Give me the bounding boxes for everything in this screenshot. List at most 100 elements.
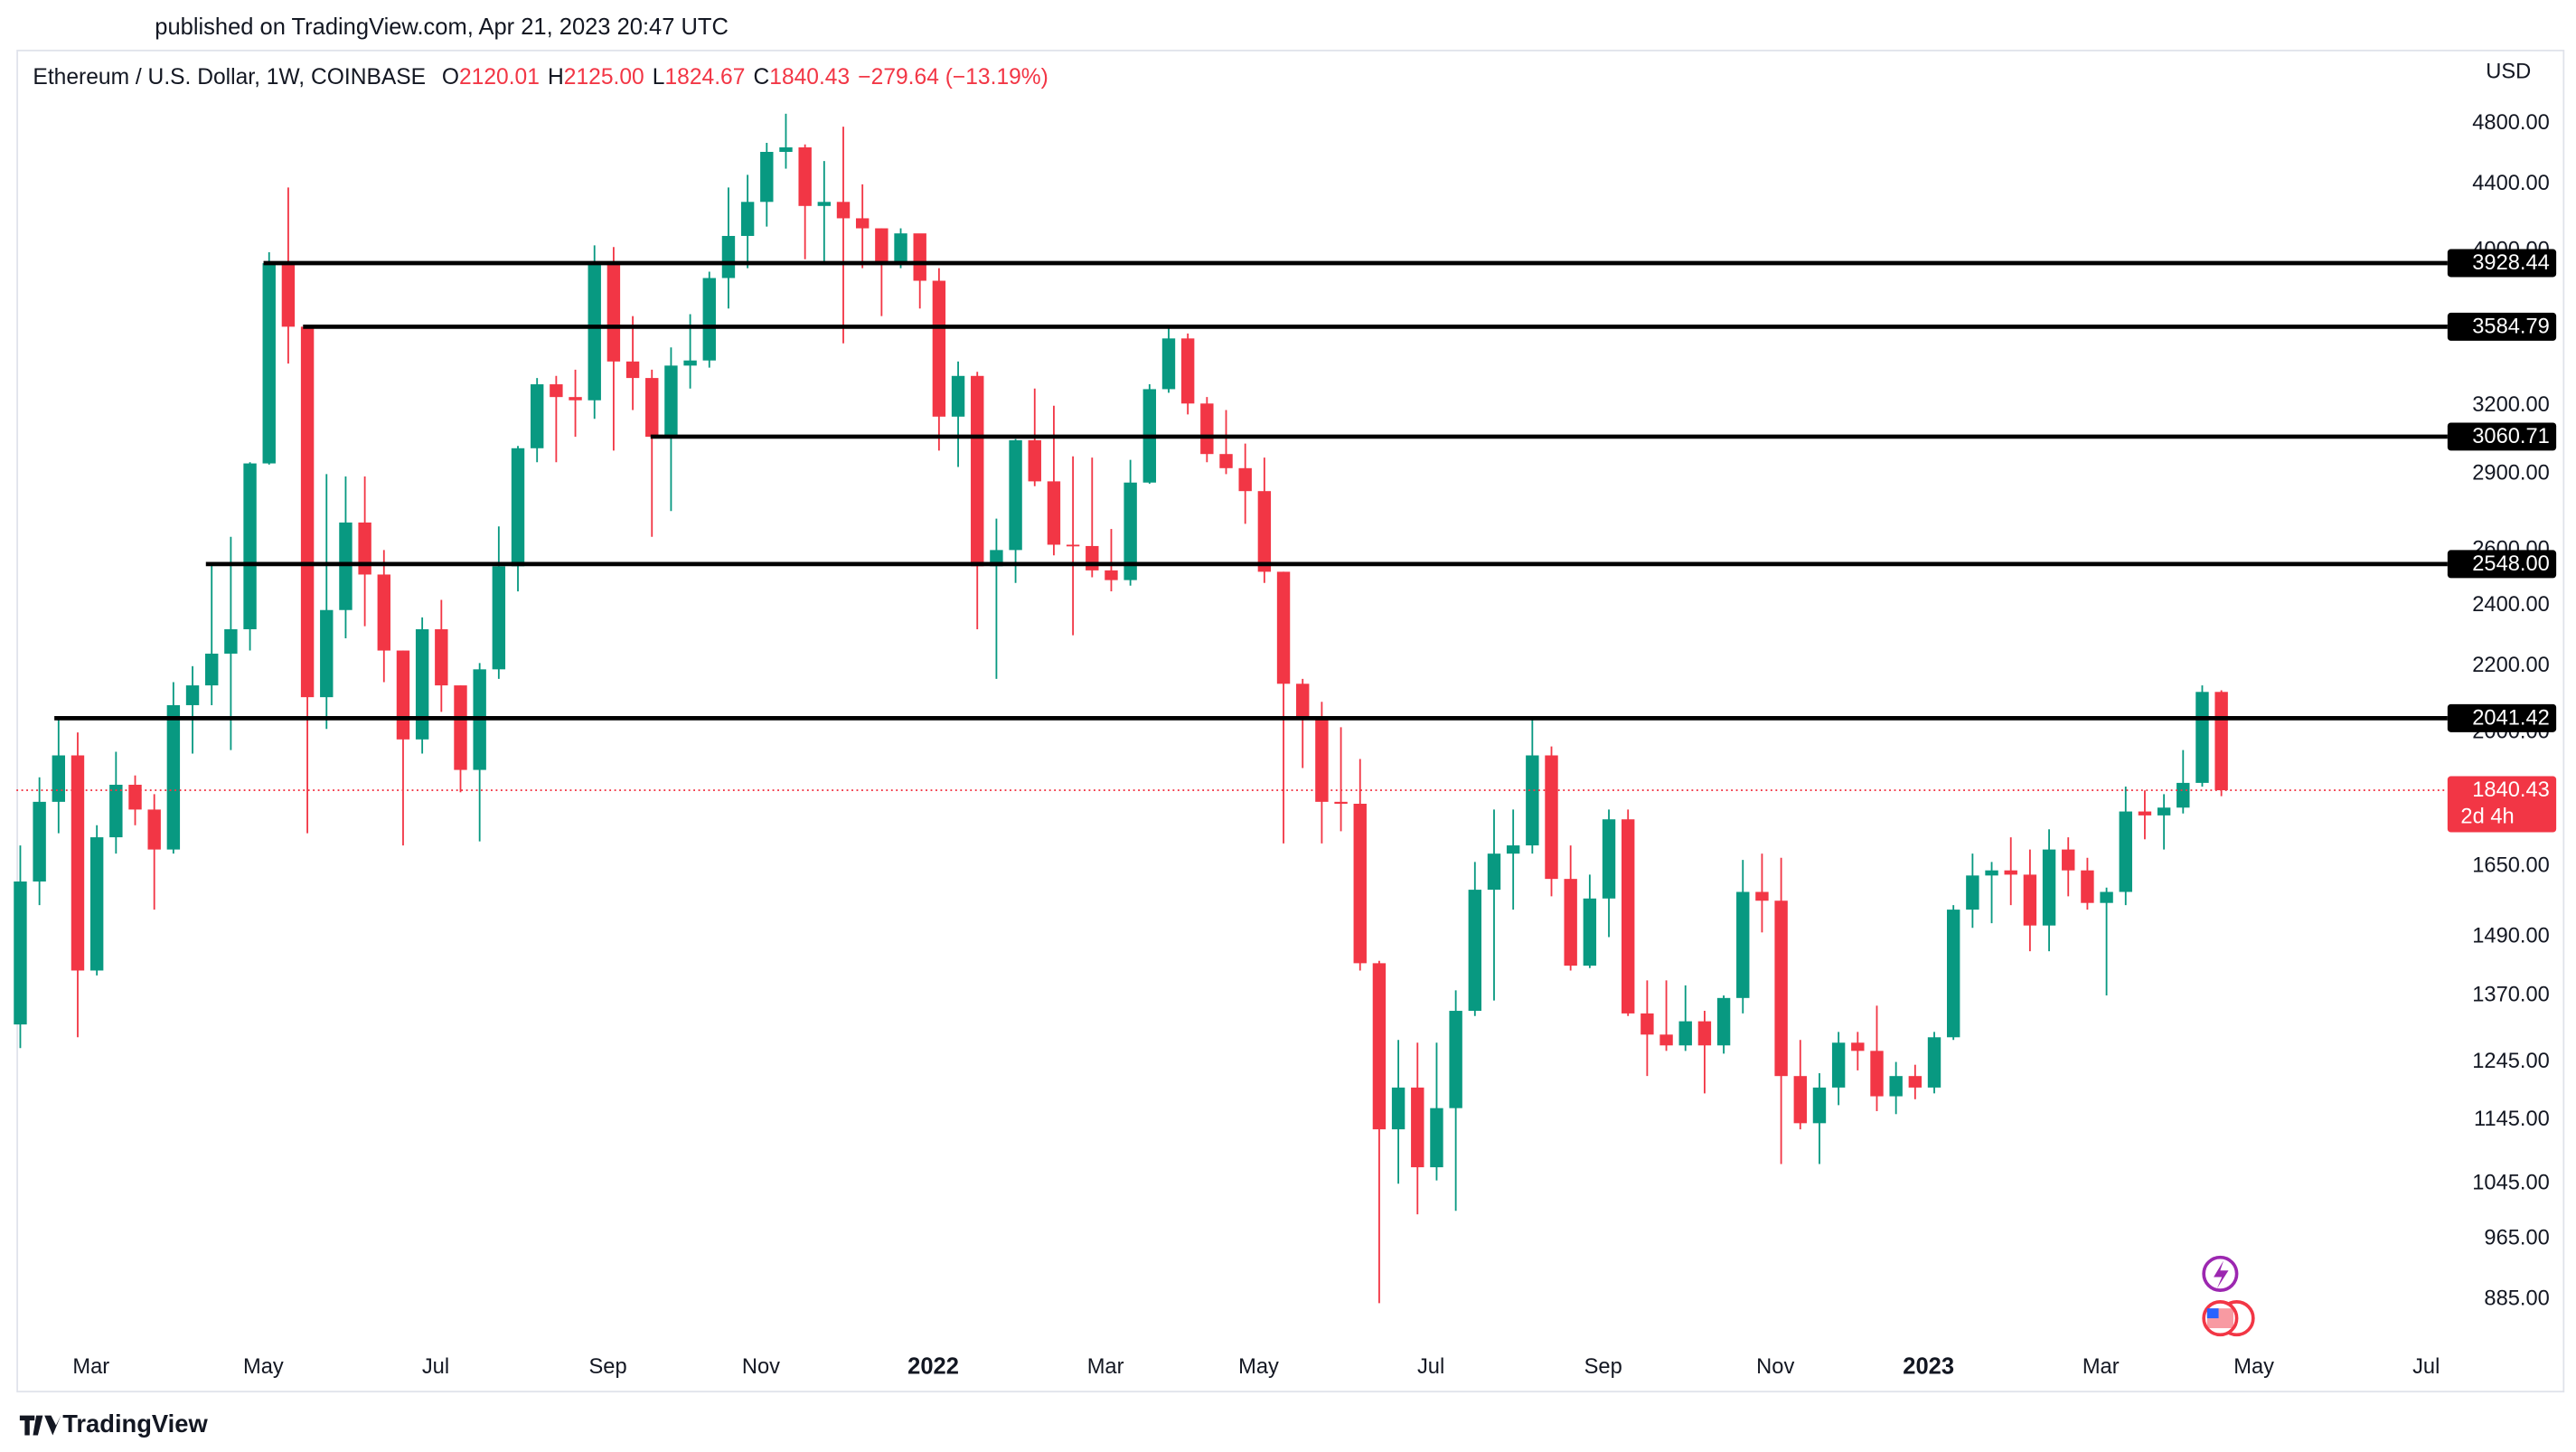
level-label-box	[2447, 422, 2557, 451]
candle-body	[798, 147, 812, 206]
level-label-box	[2447, 550, 2557, 579]
candle-body	[1831, 1042, 1846, 1088]
candle-body	[147, 809, 161, 850]
event-icons	[2202, 1255, 2255, 1337]
candle-body	[1678, 1021, 1692, 1046]
candle-body	[1219, 454, 1233, 468]
candle-body	[1411, 1087, 1424, 1168]
candle-body	[1315, 718, 1329, 802]
y-tick-label: 1245.00	[2472, 1050, 2550, 1073]
candle-body	[224, 628, 238, 654]
level-label-box	[2447, 249, 2557, 278]
candle-body	[1430, 1108, 1443, 1168]
candle-body	[358, 522, 371, 575]
candle-body	[645, 378, 659, 438]
candle-body	[1602, 819, 1616, 899]
candle-body	[89, 837, 104, 971]
candle-body	[1927, 1037, 1941, 1088]
candle-body	[664, 365, 678, 438]
published-note: published on TradingView.com, Apr 21, 20…	[155, 14, 729, 40]
legend-change: −279.64 (−13.19%)	[858, 64, 1048, 89]
candle-body	[1659, 1034, 1673, 1046]
level-label: 3584.79	[2472, 316, 2550, 339]
x-tick-label: Nov	[742, 1355, 780, 1379]
candle-body	[1545, 755, 1558, 880]
candle-body	[1391, 1087, 1406, 1130]
candle-body	[740, 202, 755, 236]
candle-body	[2157, 807, 2171, 816]
candle-body	[1641, 1013, 1654, 1035]
legend-key: O	[442, 64, 459, 89]
candle-body	[52, 755, 66, 802]
candle-body	[530, 384, 544, 448]
candle-body	[1238, 467, 1252, 492]
candle-body	[1812, 1087, 1827, 1124]
candle-body	[1468, 890, 1481, 1012]
candle-body	[33, 801, 46, 882]
y-tick-label: 3200.00	[2472, 393, 2550, 417]
candle-body	[1564, 879, 1577, 966]
candle-body	[588, 263, 601, 401]
candle-body	[339, 522, 353, 610]
candle-body	[550, 384, 563, 398]
candle-body	[1296, 684, 1310, 719]
x-tick-label: Sep	[588, 1355, 626, 1379]
candle-body	[262, 263, 276, 464]
last-price-label: 1840.43	[2472, 778, 2550, 802]
candle-body	[320, 609, 334, 698]
y-tick-label: 4400.00	[2472, 172, 2550, 195]
level-label: 3060.71	[2472, 425, 2550, 448]
candle-body	[1793, 1076, 1807, 1124]
candle-body	[2100, 891, 2113, 903]
currency-label: USD	[2486, 61, 2531, 84]
x-tick-label: 2023	[1903, 1354, 1954, 1380]
candle-body	[1736, 891, 1750, 998]
overlay: 3928.44 3584.79 3060.71 2548.00 2041.42 1840.…	[54, 249, 2557, 833]
candle-body	[2119, 811, 2132, 892]
last-price-box	[2447, 776, 2557, 833]
y-tick-label: 1145.00	[2474, 1108, 2550, 1131]
candle-body	[1028, 439, 1041, 482]
y-tick-label: 2900.00	[2472, 462, 2550, 486]
candle-body	[396, 650, 410, 740]
candle-body	[1047, 481, 1061, 545]
legend-value: 1840.43	[769, 64, 850, 89]
candle-body	[760, 151, 774, 203]
candle-body	[1334, 801, 1348, 804]
candle-body	[951, 375, 965, 417]
candle-body	[1353, 803, 1367, 964]
candle-body	[817, 202, 832, 206]
chart-title: Ethereum / U.S. Dollar, 1W, COINBASE O21…	[33, 64, 1048, 89]
candle-body	[1123, 482, 1137, 580]
candle-body	[894, 233, 907, 263]
candle-body	[606, 263, 621, 362]
candle-body	[109, 784, 123, 838]
candle-body	[71, 755, 85, 971]
candle-body	[1870, 1051, 1884, 1097]
x-tick-label: Mar	[1087, 1355, 1124, 1379]
x-tick-label: Jul	[2412, 1355, 2440, 1379]
y-tick-label: 1490.00	[2472, 925, 2550, 948]
candle-body	[1851, 1042, 1865, 1051]
x-tick-label: Jul	[422, 1355, 449, 1379]
legend-key: C	[754, 64, 770, 89]
level-label: 2041.42	[2472, 707, 2550, 731]
candle-body	[243, 463, 257, 629]
candle-body	[1755, 891, 1769, 901]
candle-body	[1200, 403, 1214, 455]
y-tick-label: 1650.00	[2472, 853, 2550, 877]
candle-body	[2062, 849, 2075, 871]
symbol: Ethereum / U.S. Dollar, 1W, COINBASE	[33, 64, 426, 89]
candle-body	[377, 574, 390, 651]
candle-body	[1526, 755, 1539, 846]
candle-body	[1966, 875, 1979, 910]
candle-body	[2138, 811, 2152, 816]
chart-frame	[16, 49, 2565, 1393]
candle-body	[875, 228, 888, 263]
legend-key: H	[548, 64, 564, 89]
candle-body	[1908, 1076, 1923, 1088]
x-tick-label: Sep	[1584, 1355, 1622, 1379]
candle-body	[415, 628, 429, 740]
candle-body	[721, 235, 736, 278]
